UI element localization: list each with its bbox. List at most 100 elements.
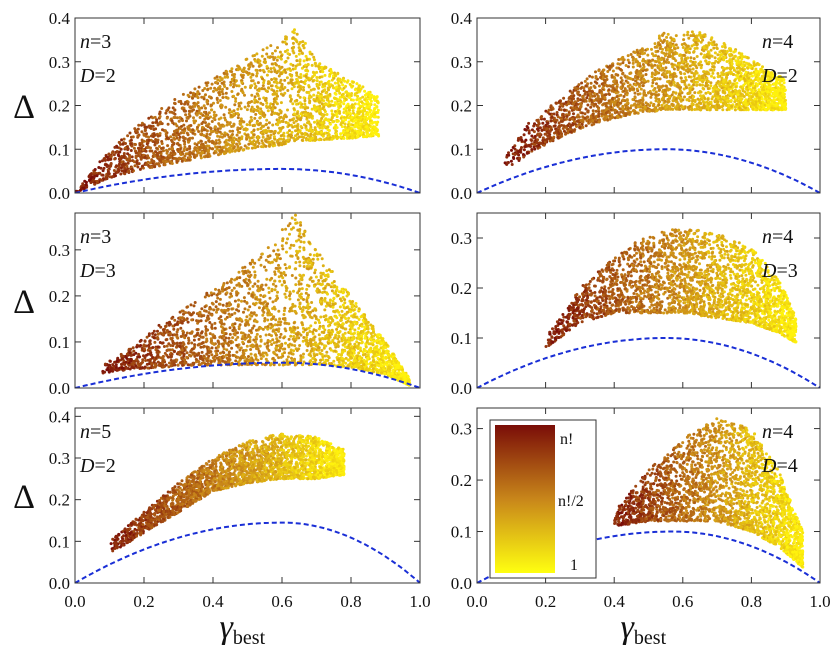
data-point [650,75,654,79]
data-point [699,66,703,70]
data-point [283,50,287,53]
data-point [318,126,322,130]
data-point [641,57,645,61]
data-point [646,79,650,83]
data-point [357,102,361,106]
data-point [120,160,124,164]
data-point [695,83,699,87]
data-point [326,80,330,84]
data-point [684,78,688,82]
data-point [373,103,377,107]
data-point [722,73,725,77]
scatter-points-p2 [503,30,788,166]
data-point [130,144,134,148]
data-point [263,57,267,61]
data-point [780,83,784,87]
data-point [158,111,162,115]
data-point [297,52,301,56]
data-point [375,105,379,109]
data-point [172,149,175,153]
data-point [308,101,312,105]
data-point [771,74,775,78]
data-point [351,109,355,113]
data-point [702,106,706,110]
data-point [113,172,117,176]
data-point [643,51,646,55]
data-point [237,136,241,140]
data-point [245,123,249,127]
data-point [325,96,329,100]
data-point [315,94,319,98]
data-point [178,150,182,154]
data-point [766,94,770,98]
data-point [625,89,628,93]
data-point [311,79,315,83]
data-point [538,132,541,136]
data-point [319,70,322,73]
data-point [547,108,551,112]
data-point [348,123,352,127]
data-point [130,155,134,159]
data-point [364,106,368,110]
data-point [690,30,694,34]
data-point [220,135,224,139]
data-point [149,146,152,150]
data-point [178,116,182,119]
data-point [298,101,302,105]
data-point [107,172,111,176]
data-point [319,119,323,123]
data-point [295,102,299,106]
data-point [202,104,206,108]
data-point [712,76,716,80]
data-point [266,109,270,113]
data-point [600,112,604,116]
data-point [84,180,88,184]
data-point [554,101,558,105]
data-point [696,91,700,95]
data-point [353,125,357,129]
data-point [142,133,146,137]
data-point [264,89,268,93]
data-point [299,49,303,53]
data-point [212,113,216,117]
data-point [161,128,164,132]
data-point [633,76,637,79]
data-point [538,135,542,139]
data-point [265,104,268,108]
data-point [575,125,578,128]
data-point [684,76,688,79]
data-point [295,71,299,75]
data-point [126,167,130,171]
data-point [209,103,213,107]
data-point [681,105,685,109]
data-point [216,127,220,131]
data-point [337,106,341,110]
data-point [307,85,311,89]
data-point [692,95,696,99]
data-point [660,68,664,72]
data-point [687,36,691,40]
data-point [257,123,261,127]
data-point [644,61,648,64]
data-point [702,33,706,37]
data-point [200,95,204,99]
data-point [228,143,232,147]
data-point [225,72,229,76]
panel-p1: 0.00.10.20.30.4Δn=3D=2 [13,9,421,203]
data-point [635,87,639,91]
data-point [273,49,277,53]
data-point [215,131,219,135]
data-point [557,121,561,125]
data-point [327,129,331,132]
data-point [267,80,271,84]
data-point [721,45,724,49]
data-point [584,124,588,128]
data-point [610,116,613,120]
data-point [227,111,231,115]
data-point [355,91,359,95]
data-point [671,107,675,111]
data-point [145,142,149,146]
data-point [236,144,240,148]
data-point [232,85,235,89]
data-point [350,92,354,95]
